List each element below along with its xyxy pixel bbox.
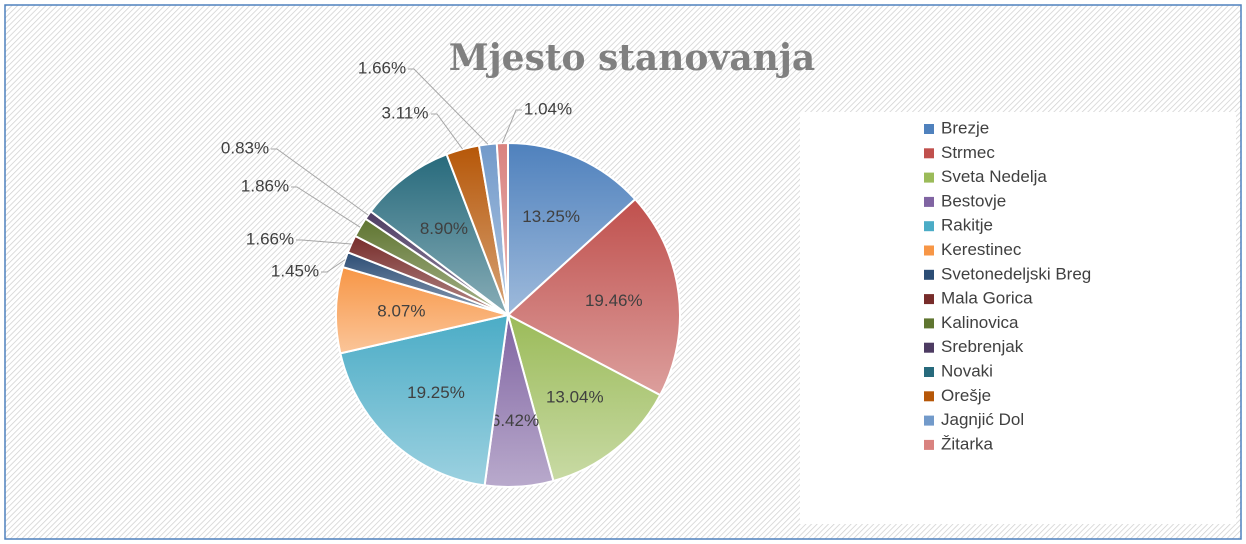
pie-slice <box>507 141 637 318</box>
legend-swatch <box>924 391 934 402</box>
pie-slice <box>369 153 511 318</box>
leader-line <box>408 68 489 145</box>
data-label: 19.25% <box>407 383 465 402</box>
legend-label: Bestovje <box>941 191 1006 210</box>
leader-line <box>296 239 352 245</box>
legend-swatch <box>924 439 934 450</box>
data-label: 6.42% <box>491 411 539 430</box>
leader-line <box>321 259 346 273</box>
legend-label: Žitarka <box>941 434 994 453</box>
legend-swatch <box>924 124 934 134</box>
legend-swatch <box>924 415 934 426</box>
pie-slice <box>506 197 681 397</box>
data-label: 3.11% <box>382 103 429 122</box>
legend-label: Kalinovica <box>941 313 1019 332</box>
legend-label: Kerestinec <box>941 240 1022 259</box>
chart-title: Mjesto stanovanja <box>449 37 815 79</box>
leader-line <box>431 113 463 150</box>
data-label: 13.25% <box>522 207 580 226</box>
legend-box <box>800 112 1236 524</box>
legend-label: Svetonedeljski Breg <box>941 264 1091 283</box>
leader-line <box>501 109 522 144</box>
data-label: 19.46% <box>585 291 643 310</box>
legend-swatch <box>924 148 934 159</box>
pie-slice <box>506 313 662 483</box>
data-label: 1.04% <box>524 99 572 118</box>
data-label: 8.07% <box>377 301 425 320</box>
legend-label: Jagnjić Dol <box>941 410 1024 429</box>
data-label: 1.45% <box>271 261 319 280</box>
legend-swatch <box>924 294 934 305</box>
legend-label: Orešje <box>941 386 991 405</box>
data-label: 1.66% <box>358 58 406 77</box>
legend-swatch <box>924 367 934 377</box>
legend-swatch <box>924 318 934 329</box>
data-label: 0.83% <box>221 138 269 157</box>
legend-swatch <box>924 245 934 256</box>
legend-label: Srebrenjak <box>941 337 1024 356</box>
data-label: 1.86% <box>241 176 289 195</box>
leader-line <box>271 148 369 216</box>
legend-swatch <box>924 342 934 353</box>
legend-swatch <box>924 196 934 207</box>
data-label: 1.66% <box>246 229 294 248</box>
legend-swatch <box>924 172 934 183</box>
leader-line <box>291 186 361 228</box>
data-label: 13.04% <box>546 388 604 407</box>
legend-label: Sveta Nedelja <box>941 167 1047 186</box>
legend-label: Brezje <box>941 118 989 137</box>
legend-swatch <box>924 269 934 280</box>
legend-swatch <box>924 221 934 232</box>
legend-label: Novaki <box>941 361 993 380</box>
legend-label: Mala Gorica <box>941 289 1033 308</box>
legend-label: Strmec <box>941 143 995 162</box>
data-label: 8.90% <box>420 219 468 238</box>
pie-slice <box>339 313 510 487</box>
legend-label: Rakitje <box>941 216 993 235</box>
